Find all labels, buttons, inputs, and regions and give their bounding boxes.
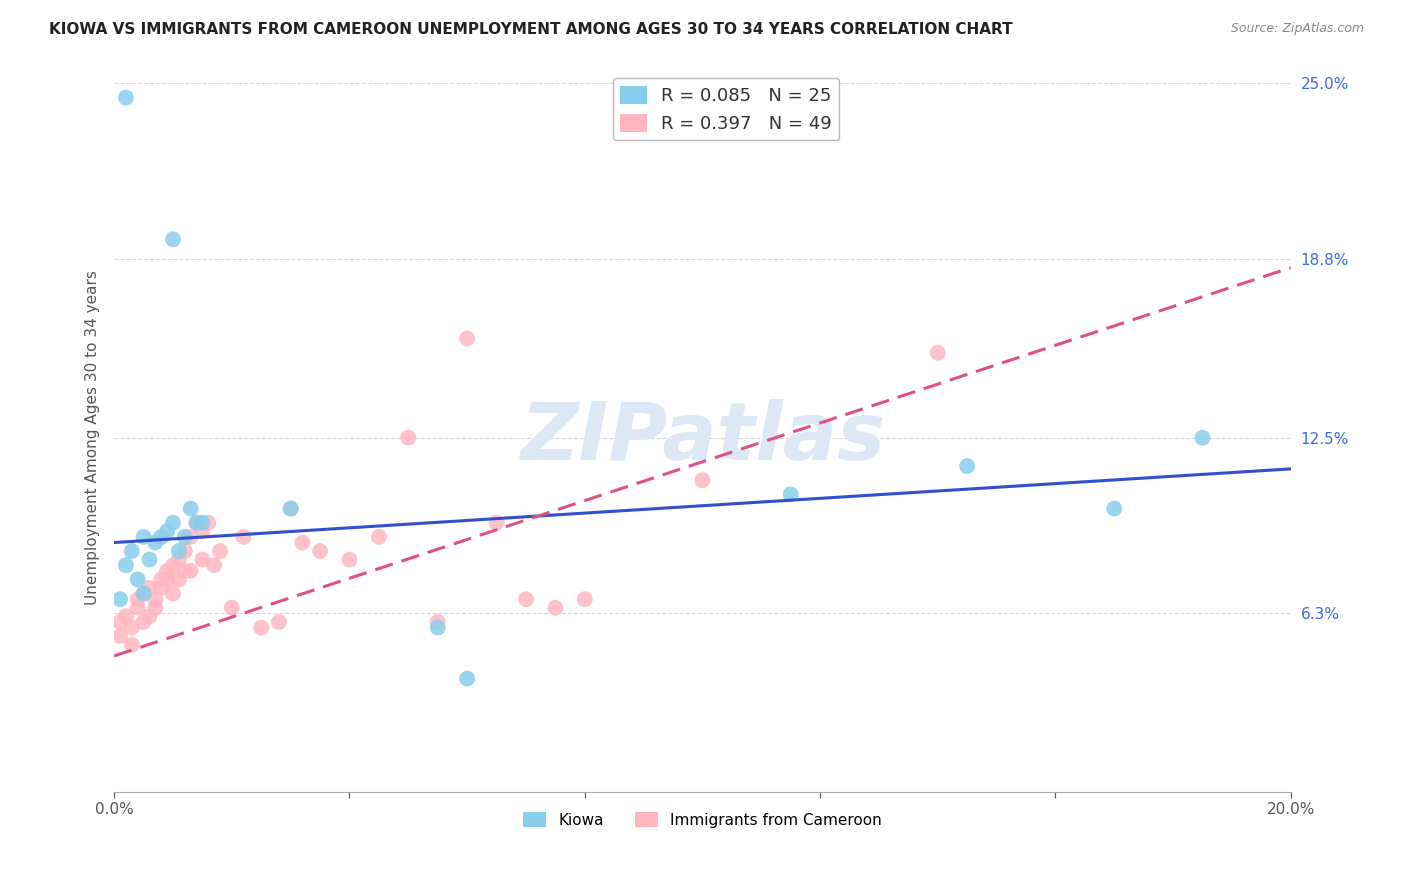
- Point: [132, 586, 155, 600]
- Point: [692, 473, 714, 487]
- Point: [544, 600, 567, 615]
- Point: [267, 615, 290, 629]
- Point: [280, 501, 302, 516]
- Point: [121, 544, 143, 558]
- Point: [574, 592, 596, 607]
- Point: [167, 544, 190, 558]
- Point: [132, 530, 155, 544]
- Point: [127, 592, 149, 607]
- Point: [150, 573, 173, 587]
- Point: [108, 592, 131, 607]
- Point: [485, 516, 508, 530]
- Point: [202, 558, 225, 573]
- Point: [426, 615, 449, 629]
- Point: [426, 621, 449, 635]
- Point: [138, 581, 160, 595]
- Point: [191, 516, 214, 530]
- Point: [162, 516, 184, 530]
- Point: [927, 345, 949, 359]
- Point: [173, 544, 195, 558]
- Point: [156, 564, 179, 578]
- Point: [1102, 501, 1125, 516]
- Point: [162, 586, 184, 600]
- Point: [173, 530, 195, 544]
- Point: [156, 573, 179, 587]
- Point: [138, 609, 160, 624]
- Point: [186, 516, 208, 530]
- Point: [456, 331, 478, 345]
- Point: [191, 524, 214, 539]
- Point: [108, 629, 131, 643]
- Point: [108, 615, 131, 629]
- Point: [167, 573, 190, 587]
- Point: [173, 564, 195, 578]
- Point: [197, 516, 219, 530]
- Point: [291, 535, 314, 549]
- Point: [121, 621, 143, 635]
- Point: [956, 458, 979, 473]
- Point: [250, 621, 273, 635]
- Point: [339, 552, 361, 566]
- Point: [167, 552, 190, 566]
- Point: [1191, 431, 1213, 445]
- Point: [121, 638, 143, 652]
- Point: [162, 558, 184, 573]
- Point: [456, 672, 478, 686]
- Point: [367, 530, 389, 544]
- Text: ZIPatlas: ZIPatlas: [520, 399, 884, 476]
- Point: [280, 501, 302, 516]
- Point: [145, 592, 167, 607]
- Point: [180, 530, 202, 544]
- Point: [156, 524, 179, 539]
- Point: [132, 615, 155, 629]
- Point: [396, 431, 419, 445]
- Point: [232, 530, 254, 544]
- Text: KIOWA VS IMMIGRANTS FROM CAMEROON UNEMPLOYMENT AMONG AGES 30 TO 34 YEARS CORRELA: KIOWA VS IMMIGRANTS FROM CAMEROON UNEMPL…: [49, 22, 1012, 37]
- Point: [191, 552, 214, 566]
- Point: [180, 564, 202, 578]
- Point: [150, 581, 173, 595]
- Point: [132, 586, 155, 600]
- Point: [115, 558, 138, 573]
- Point: [138, 552, 160, 566]
- Point: [127, 573, 149, 587]
- Point: [209, 544, 232, 558]
- Point: [150, 530, 173, 544]
- Y-axis label: Unemployment Among Ages 30 to 34 years: Unemployment Among Ages 30 to 34 years: [86, 270, 100, 605]
- Point: [162, 232, 184, 246]
- Point: [180, 501, 202, 516]
- Point: [145, 600, 167, 615]
- Point: [127, 600, 149, 615]
- Point: [221, 600, 243, 615]
- Point: [115, 609, 138, 624]
- Point: [779, 487, 801, 501]
- Point: [115, 90, 138, 104]
- Text: Source: ZipAtlas.com: Source: ZipAtlas.com: [1230, 22, 1364, 36]
- Point: [186, 516, 208, 530]
- Point: [145, 535, 167, 549]
- Point: [515, 592, 537, 607]
- Legend: Kiowa, Immigrants from Cameroon: Kiowa, Immigrants from Cameroon: [517, 805, 887, 834]
- Point: [309, 544, 332, 558]
